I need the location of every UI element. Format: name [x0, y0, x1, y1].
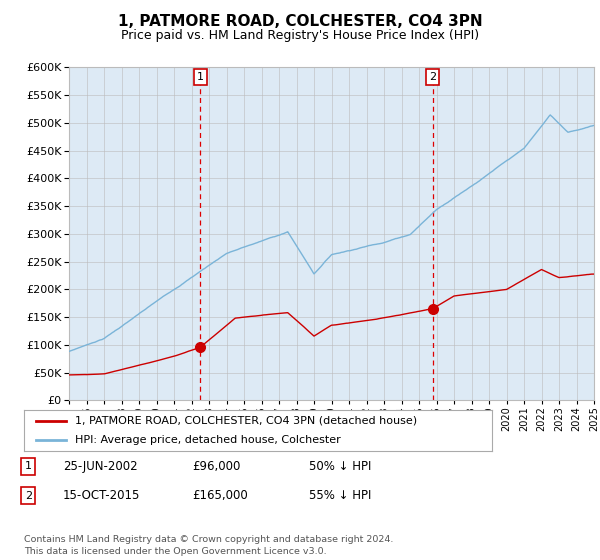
Text: Price paid vs. HM Land Registry's House Price Index (HPI): Price paid vs. HM Land Registry's House … — [121, 29, 479, 42]
Text: 2: 2 — [429, 72, 436, 82]
Text: £165,000: £165,000 — [192, 489, 248, 502]
Text: 1: 1 — [25, 461, 32, 472]
Text: 2: 2 — [25, 491, 32, 501]
Text: Contains HM Land Registry data © Crown copyright and database right 2024.
This d: Contains HM Land Registry data © Crown c… — [24, 535, 394, 556]
Text: 25-JUN-2002: 25-JUN-2002 — [63, 460, 137, 473]
Text: 15-OCT-2015: 15-OCT-2015 — [63, 489, 140, 502]
Text: 50% ↓ HPI: 50% ↓ HPI — [309, 460, 371, 473]
Text: HPI: Average price, detached house, Colchester: HPI: Average price, detached house, Colc… — [76, 435, 341, 445]
Text: 55% ↓ HPI: 55% ↓ HPI — [309, 489, 371, 502]
Text: 1: 1 — [197, 72, 204, 82]
Text: 1, PATMORE ROAD, COLCHESTER, CO4 3PN (detached house): 1, PATMORE ROAD, COLCHESTER, CO4 3PN (de… — [76, 416, 418, 426]
Text: 1, PATMORE ROAD, COLCHESTER, CO4 3PN: 1, PATMORE ROAD, COLCHESTER, CO4 3PN — [118, 14, 482, 29]
Text: £96,000: £96,000 — [192, 460, 241, 473]
